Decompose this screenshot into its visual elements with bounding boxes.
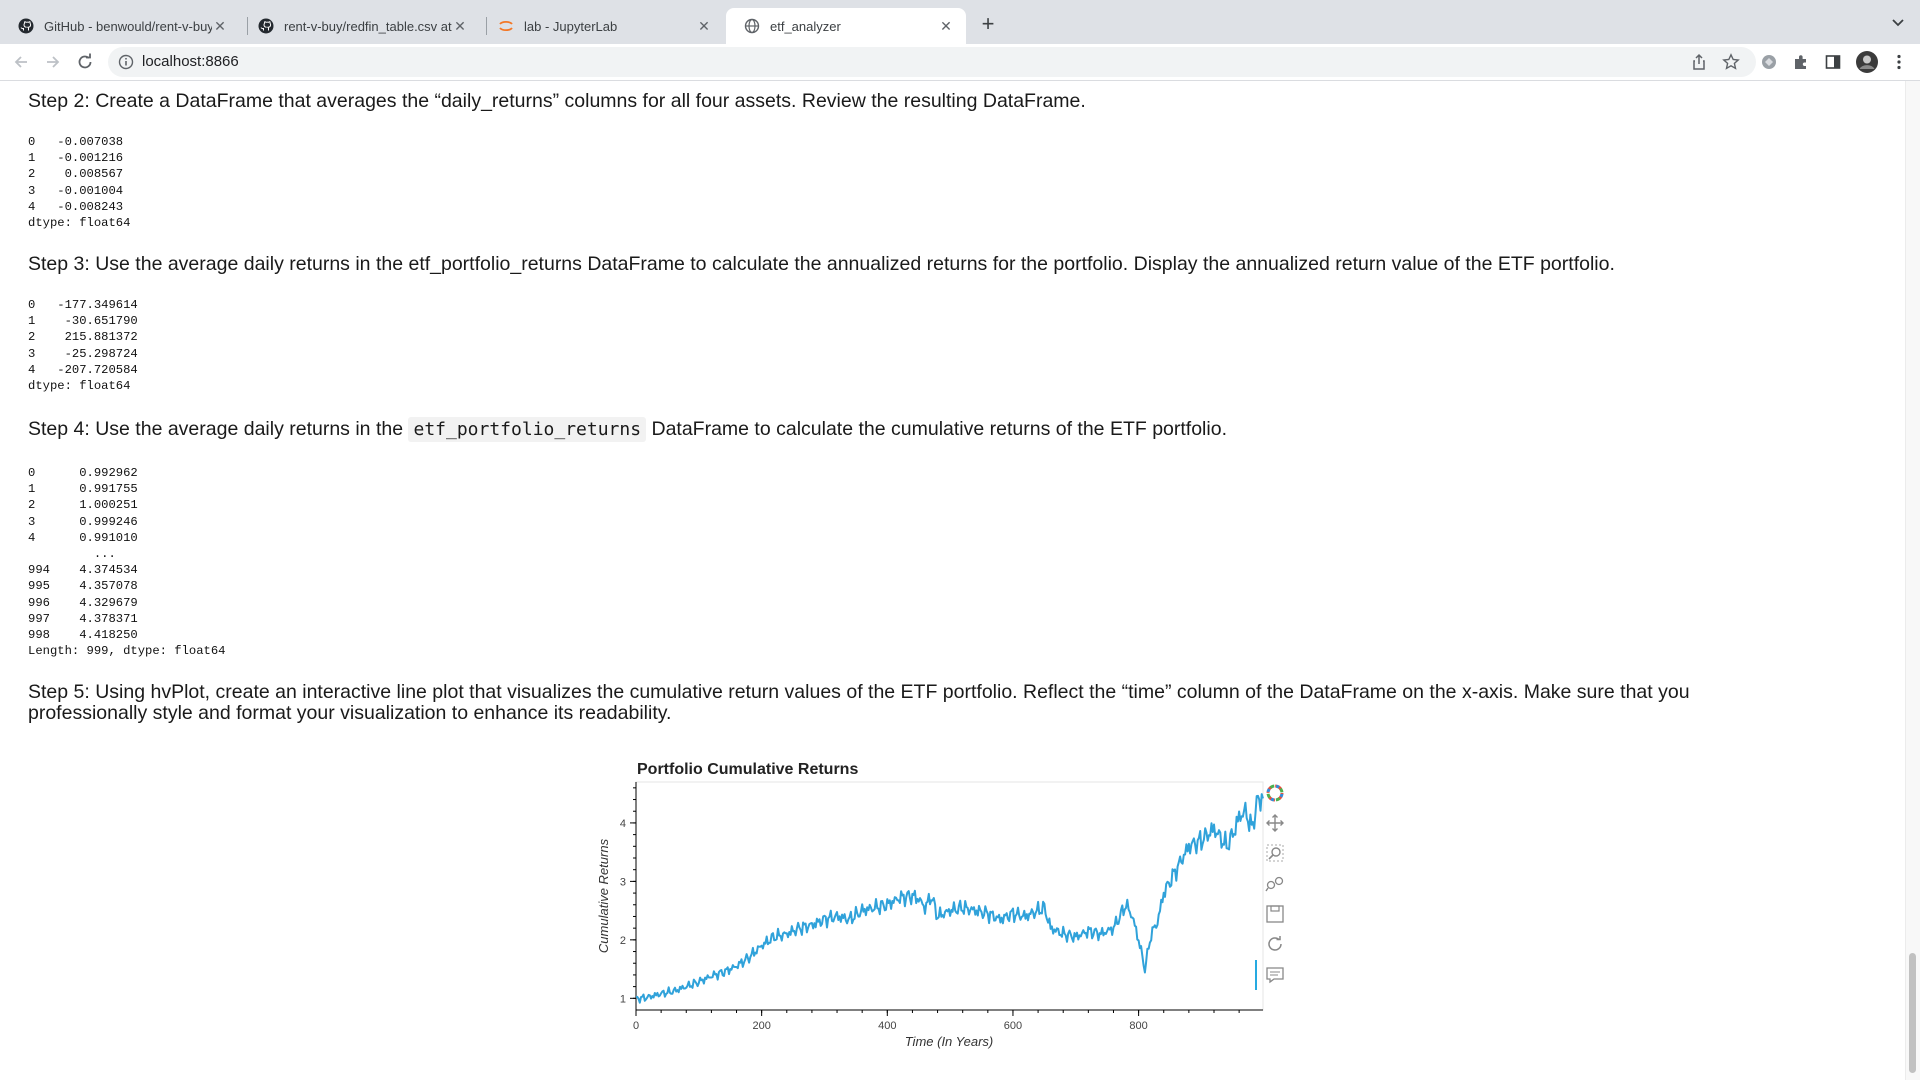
y-tick-label: 3	[620, 876, 626, 888]
step4-heading: Step 4: Use the average daily returns in…	[28, 417, 1808, 442]
series-group	[636, 793, 1264, 1004]
new-tab-button[interactable]: +	[981, 11, 995, 36]
cumulative-returns-plot[interactable]: Portfolio Cumulative Returns 0 200 400 600 8…	[592, 752, 1292, 1062]
y-axis-label: Cumulative Returns	[596, 838, 611, 953]
info-icon[interactable]	[118, 54, 134, 70]
y-tick-label: 2	[620, 935, 626, 947]
back-arrow-icon[interactable]	[11, 52, 31, 72]
tab-title: lab - JupyterLab	[524, 18, 618, 34]
bokeh-logo-icon[interactable]	[1264, 782, 1286, 804]
url-text: localhost:8866	[142, 53, 239, 70]
tab-etf-analyzer[interactable]: etf_analyzer ✕	[726, 8, 966, 44]
reload-icon[interactable]	[75, 52, 95, 72]
tab-strip: GitHub - benwould/rent-v-buy ✕ rent-v-bu…	[0, 0, 1920, 44]
x-tick-label: 600	[1004, 1020, 1022, 1032]
step4-output: 0 0.992962 1 0.991755 2 1.000251 3 0.999…	[28, 466, 226, 659]
pan-icon[interactable]	[1264, 812, 1286, 834]
tab-title: etf_analyzer	[770, 18, 841, 34]
tab-title: GitHub - benwould/rent-v-buy	[44, 18, 212, 34]
active-tool-indicator	[1255, 960, 1257, 990]
forward-arrow-icon[interactable]	[43, 52, 63, 72]
hover-icon[interactable]	[1264, 964, 1286, 986]
github-icon	[258, 18, 274, 34]
x-tick-label: 0	[633, 1020, 639, 1032]
page-content: Step 2: Create a DataFrame that averages…	[0, 81, 1906, 1080]
step2-heading: Step 2: Create a DataFrame that averages…	[28, 90, 1086, 112]
plot-canvas[interactable]: Portfolio Cumulative Returns 0 200 400 600 8…	[592, 752, 1264, 1062]
profile-avatar-icon[interactable]	[1855, 50, 1879, 74]
step2-output: 0 -0.007038 1 -0.001216 2 0.008567 3 -0.…	[28, 135, 131, 231]
step4-heading-text: Step 4: Use the average daily returns in…	[28, 418, 409, 440]
github-icon	[18, 18, 34, 34]
x-axis-label: Time (In Years)	[905, 1034, 994, 1049]
tab-redfin-table[interactable]: rent-v-buy/redfin_table.csv at ✕	[240, 8, 480, 44]
page-scrollbar[interactable]	[1905, 81, 1920, 1080]
save-icon[interactable]	[1264, 903, 1286, 925]
series-line-0	[636, 793, 1264, 1004]
globe-icon	[744, 18, 760, 34]
x-tick-label: 400	[878, 1020, 896, 1032]
close-tab-icon[interactable]: ✕	[214, 17, 226, 34]
tab-separator	[247, 17, 248, 35]
step5-heading: Step 5: Using hvPlot, create an interact…	[28, 681, 1690, 724]
tab-separator	[486, 17, 487, 35]
plot-frame	[635, 781, 1264, 1011]
share-icon[interactable]	[1690, 53, 1708, 71]
step3-heading: Step 3: Use the average daily returns in…	[28, 253, 1615, 275]
reset-icon[interactable]	[1264, 933, 1286, 955]
x-tick-label: 200	[752, 1020, 770, 1032]
close-tab-icon[interactable]: ✕	[940, 17, 952, 34]
tab-search-chevron-icon[interactable]	[1890, 14, 1906, 30]
extension-icon[interactable]	[1760, 53, 1778, 71]
x-tick-label: 800	[1129, 1020, 1147, 1032]
side-panel-icon[interactable]	[1824, 53, 1842, 71]
tab-jupyterlab[interactable]: lab - JupyterLab ✕	[480, 8, 724, 44]
step4-heading-text-end: DataFrame to calculate the cumulative re…	[646, 418, 1227, 440]
jupyter-icon	[499, 20, 513, 32]
tab-title: rent-v-buy/redfin_table.csv at	[284, 18, 452, 34]
y-tick-label: 1	[620, 993, 626, 1005]
close-tab-icon[interactable]: ✕	[698, 17, 710, 34]
axes: 0 200 400 600 800 1 2 3 4	[620, 782, 1263, 1032]
close-tab-icon[interactable]: ✕	[454, 17, 466, 34]
wheel-zoom-icon[interactable]	[1264, 873, 1286, 895]
kebab-menu-icon[interactable]	[1890, 53, 1908, 71]
step4-heading-code: etf_portfolio_returns	[408, 417, 647, 442]
puzzle-icon[interactable]	[1792, 53, 1810, 71]
scrollbar-thumb[interactable]	[1909, 953, 1916, 1073]
bookmark-star-icon[interactable]	[1722, 53, 1740, 71]
step3-output: 0 -177.349614 1 -30.651790 2 215.881372 …	[28, 298, 138, 394]
address-bar[interactable]: localhost:8866	[108, 47, 1756, 77]
chart-title: Portfolio Cumulative Returns	[637, 761, 858, 778]
box-zoom-icon[interactable]	[1264, 842, 1286, 864]
y-tick-label: 4	[620, 818, 626, 830]
tab-github-rent-v-buy[interactable]: GitHub - benwould/rent-v-buy ✕	[0, 8, 240, 44]
browser-toolbar: localhost:8866	[0, 44, 1920, 81]
